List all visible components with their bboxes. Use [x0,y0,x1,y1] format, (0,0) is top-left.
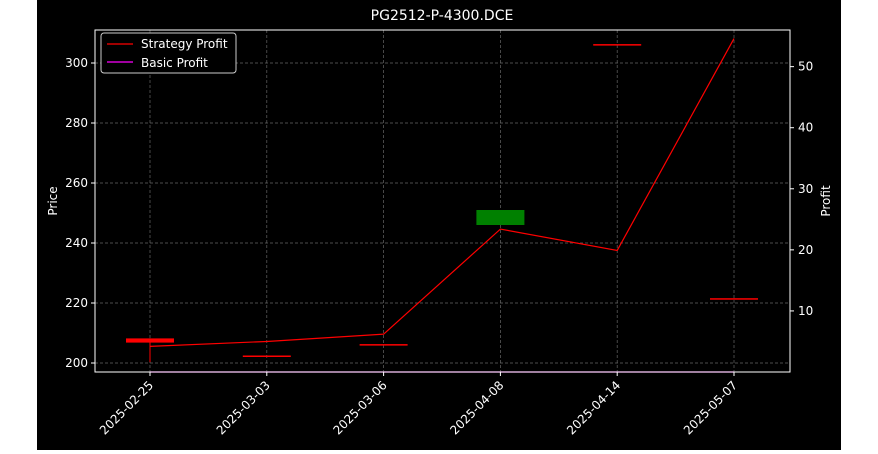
y-tick-label-left: 220 [65,296,88,310]
candle-body [593,44,642,46]
y-tick-label-left: 200 [65,356,88,370]
legend: Strategy Profit Basic Profit [100,32,237,74]
y-axis-right-label: Profit [819,185,833,217]
y-tick-label-left: 240 [65,236,88,250]
plot-frame [94,29,791,373]
chart-title: PG2512-P-4300.DCE [371,8,514,24]
y-tick-label-right: 20 [798,243,813,257]
legend-box [100,32,237,74]
candle-layer [126,44,758,363]
series-line-strategy-profit [149,38,735,347]
y-tick-label-right: 50 [798,60,813,74]
y-tick-label-left: 300 [65,56,88,70]
legend-label-strategy-profit: Strategy Profit [141,37,228,51]
candle-body [126,338,174,343]
y-tick-label-right: 40 [798,121,813,135]
candle-body [476,210,525,225]
y-tick-label-left: 280 [65,116,88,130]
candle-body [710,298,758,300]
y-tick-label-right: 30 [798,182,813,196]
y-axis-left-label: Price [46,186,60,215]
grid-layer [95,30,790,372]
candle-body [242,355,291,357]
y-tick-label-left: 260 [65,176,88,190]
figure-background [37,0,841,450]
legend-label-basic-profit: Basic Profit [141,56,208,70]
candle-body [359,344,408,346]
y-tick-label-right: 10 [798,304,813,318]
